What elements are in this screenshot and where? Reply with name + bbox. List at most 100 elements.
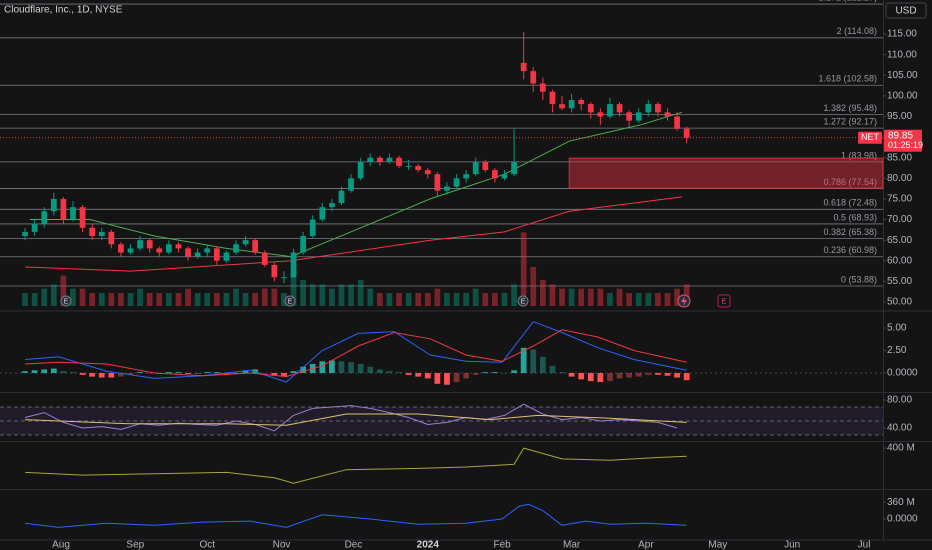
volume-bar xyxy=(530,267,537,306)
x-tick-label: Sep xyxy=(126,540,144,550)
candle-body xyxy=(492,170,498,179)
volume-bar xyxy=(98,293,105,306)
candle-body xyxy=(453,178,460,187)
volume-bar xyxy=(357,280,364,306)
candle-body xyxy=(405,165,412,167)
volume-bar xyxy=(271,288,278,306)
macd-histogram-bar xyxy=(194,373,201,374)
volume-bar xyxy=(233,288,239,306)
macd-histogram-bar xyxy=(549,365,556,374)
candle-body xyxy=(338,190,345,204)
macd-histogram-bar xyxy=(434,373,441,384)
earnings-icon: E xyxy=(722,298,727,305)
volume-bar xyxy=(444,293,450,306)
earnings-marker[interactable] xyxy=(60,295,72,307)
volume-bar xyxy=(616,288,623,306)
macd-histogram-bar xyxy=(444,373,450,385)
volume-bar xyxy=(501,293,508,306)
candle-body xyxy=(501,174,508,179)
volume-bar xyxy=(50,284,57,306)
macd-histogram-bar xyxy=(626,373,633,378)
macd-histogram-bar xyxy=(127,373,134,375)
volume-bar xyxy=(60,275,67,306)
x-tick-label: 2024 xyxy=(417,540,440,550)
volume-bar xyxy=(223,293,230,306)
earnings-icon: E xyxy=(288,298,293,305)
volume-bar xyxy=(520,232,527,306)
currency-button[interactable] xyxy=(885,2,927,19)
currency-label[interactable]: USD xyxy=(895,6,916,17)
macd-histogram-bar xyxy=(376,369,383,374)
volume-bar xyxy=(252,293,259,306)
candle-body xyxy=(281,277,287,279)
candle-body xyxy=(22,231,28,237)
macd-histogram-bar xyxy=(530,349,537,374)
volume-bar xyxy=(386,293,393,306)
x-tick-label: Aug xyxy=(52,540,70,550)
candle-body xyxy=(357,161,364,179)
candle-body xyxy=(50,198,57,212)
y-tick-label: 110.00 xyxy=(887,49,917,60)
candle-body xyxy=(204,248,211,253)
candle-body xyxy=(60,198,67,220)
candle-body xyxy=(290,252,297,278)
indicator-line xyxy=(24,403,678,432)
last-price-badge xyxy=(884,129,922,152)
volume-bar xyxy=(635,293,642,306)
volume-bar xyxy=(137,288,143,306)
candle-body xyxy=(89,227,96,237)
candle-body xyxy=(329,203,335,208)
candle-body xyxy=(213,248,220,261)
candle-body xyxy=(194,252,201,257)
candle-body xyxy=(309,219,316,237)
y-tick-label: 5.00 xyxy=(887,323,907,334)
y-tick-label: 115.00 xyxy=(887,29,917,40)
volume-bar xyxy=(348,284,354,306)
macd-histogram-bar xyxy=(204,372,211,374)
candle-body xyxy=(664,112,671,117)
fib-label: 0.5 (68.93) xyxy=(833,212,877,222)
fib-label: 2 (114.08) xyxy=(837,26,877,36)
volume-bar xyxy=(31,293,38,306)
volume-bar xyxy=(664,293,671,306)
volume-bar xyxy=(645,293,652,306)
volume-bar xyxy=(367,288,374,306)
candle-body xyxy=(472,161,479,175)
candle-body xyxy=(587,104,594,113)
earnings-marker[interactable] xyxy=(284,295,296,307)
candle-body xyxy=(252,240,259,253)
macd-histogram-bar xyxy=(539,356,546,374)
macd-histogram-bar xyxy=(453,373,460,383)
y-tick-label: 105.00 xyxy=(887,70,918,81)
volume-bar xyxy=(89,293,96,306)
macd-histogram-bar xyxy=(146,373,153,374)
candle-body xyxy=(367,157,374,162)
candle-body xyxy=(415,165,422,171)
candle-body xyxy=(578,99,585,105)
macd-histogram-bar xyxy=(597,373,604,383)
candle-body xyxy=(166,244,172,253)
macd-histogram-bar xyxy=(60,371,67,374)
macd-histogram-bar xyxy=(22,371,28,374)
candle-body xyxy=(539,83,546,92)
macd-histogram-bar xyxy=(472,373,479,375)
volume-bar xyxy=(146,293,153,306)
x-tick-label: Oct xyxy=(199,540,215,550)
earnings-marker[interactable] xyxy=(517,295,529,307)
y-tick-label: 80.00 xyxy=(887,173,912,184)
volume-bar xyxy=(482,293,489,306)
y-tick-label: 65.00 xyxy=(887,235,912,246)
y-tick-label: 80.00 xyxy=(887,395,912,406)
candle-body xyxy=(559,104,565,109)
macd-histogram-bar xyxy=(233,373,239,374)
candle-body xyxy=(98,231,105,237)
x-tick-label: Apr xyxy=(638,540,654,550)
macd-histogram-bar xyxy=(482,372,489,374)
upcoming-earnings[interactable] xyxy=(717,294,731,308)
volume-bar xyxy=(434,288,441,306)
candle-body xyxy=(434,174,441,191)
macd-histogram-bar xyxy=(578,373,585,380)
volume-bar xyxy=(22,293,28,306)
earnings-icon: E xyxy=(64,298,69,305)
